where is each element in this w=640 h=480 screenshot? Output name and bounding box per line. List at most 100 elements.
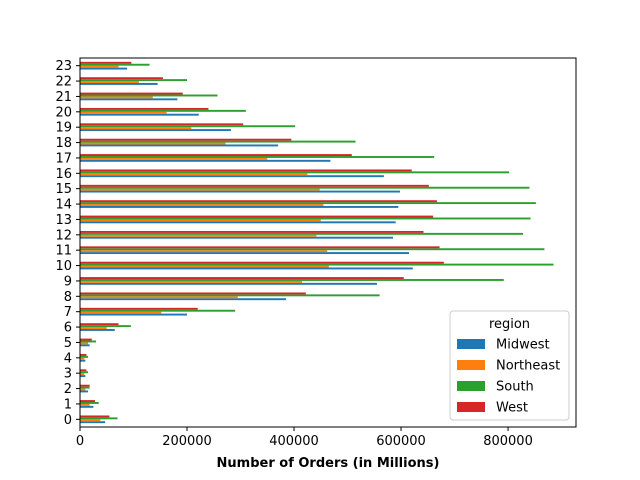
bar-midwest-13 (80, 221, 396, 224)
x-tick-label: 200000 (162, 434, 212, 449)
bar-south-2 (80, 386, 90, 389)
bar-northeast-20 (80, 111, 167, 114)
bar-west-23 (80, 61, 132, 64)
bar-northeast-1 (80, 403, 90, 406)
y-tick-label: 20 (55, 105, 72, 120)
bar-west-16 (80, 169, 412, 172)
bar-west-9 (80, 277, 404, 280)
bar-midwest-18 (80, 144, 278, 147)
bar-northeast-15 (80, 188, 320, 191)
bar-west-7 (80, 307, 198, 310)
bar-midwest-0 (80, 421, 106, 424)
bar-northeast-18 (80, 142, 226, 145)
bar-northeast-13 (80, 219, 321, 222)
bar-west-15 (80, 184, 429, 187)
legend: region Midwest Northeast South West (449, 310, 570, 421)
y-tick-label: 21 (55, 90, 72, 105)
x-axis: 0 200000 400000 600000 800000 (76, 427, 533, 449)
bar-midwest-22 (80, 82, 158, 85)
y-tick-label: 6 (64, 321, 72, 336)
y-tick-label: 3 (64, 367, 72, 382)
bar-midwest-21 (80, 98, 178, 101)
bar-west-6 (80, 323, 119, 326)
bar-northeast-7 (80, 311, 162, 314)
bar-south-14 (80, 202, 536, 205)
bar-west-12 (80, 230, 424, 233)
bar-northeast-8 (80, 296, 238, 299)
bar-midwest-20 (80, 113, 199, 116)
bar-west-19 (80, 123, 244, 126)
bar-northeast-14 (80, 204, 324, 206)
bar-south-18 (80, 140, 356, 143)
bar-midwest-7 (80, 313, 188, 316)
bar-northeast-23 (80, 65, 119, 68)
bar-south-6 (80, 325, 131, 328)
bar-midwest-4 (80, 359, 86, 362)
bar-northeast-9 (80, 280, 303, 283)
bar-midwest-11 (80, 252, 410, 255)
bar-west-20 (80, 107, 209, 110)
bar-south-20 (80, 109, 246, 112)
bar-south-8 (80, 294, 380, 297)
bar-south-17 (80, 156, 435, 158)
bar-south-3 (80, 371, 89, 374)
bar-west-21 (80, 92, 183, 95)
bar-northeast-22 (80, 81, 139, 83)
bar-west-17 (80, 154, 352, 157)
bar-west-5 (80, 338, 92, 341)
bar-northeast-2 (80, 388, 86, 391)
bar-northeast-19 (80, 127, 192, 130)
bar-west-8 (80, 292, 306, 295)
bar-midwest-17 (80, 159, 331, 162)
y-tick-label: 10 (55, 259, 72, 274)
bar-west-22 (80, 77, 163, 80)
legend-swatch-northeast (457, 360, 485, 370)
bar-northeast-0 (80, 419, 101, 422)
bar-midwest-15 (80, 190, 400, 193)
x-tick-label: 600000 (376, 434, 426, 449)
bar-northeast-17 (80, 157, 268, 160)
bar-northeast-11 (80, 250, 328, 253)
bar-south-4 (80, 355, 89, 358)
legend-swatch-west (457, 402, 485, 412)
legend-label-west: West (496, 401, 528, 416)
legend-items: Midwest Northeast South West (457, 338, 560, 416)
bar-south-1 (80, 402, 99, 404)
bar-northeast-12 (80, 234, 317, 237)
x-axis-title: Number of Orders (in Millions) (217, 456, 440, 471)
bar-northeast-16 (80, 173, 308, 176)
y-tick-label: 19 (55, 121, 72, 136)
bar-midwest-14 (80, 205, 399, 208)
legend-title: region (489, 317, 530, 332)
bar-northeast-5 (80, 342, 89, 345)
bar-south-5 (80, 340, 97, 343)
x-tick-label: 400000 (269, 434, 319, 449)
bar-midwest-6 (80, 328, 115, 331)
bar-midwest-9 (80, 282, 377, 285)
legend-box (449, 310, 570, 421)
bar-west-18 (80, 138, 292, 141)
y-tick-label: 13 (55, 213, 72, 228)
y-tick-label: 14 (55, 198, 72, 213)
y-tick-label: 7 (64, 305, 72, 320)
x-tick-label: 800000 (483, 434, 533, 449)
y-tick-label: 0 (64, 413, 72, 428)
bar-south-22 (80, 79, 188, 82)
bar-northeast-10 (80, 265, 329, 268)
legend-label-northeast: Northeast (496, 359, 560, 374)
bar-northeast-6 (80, 327, 107, 329)
bar-south-15 (80, 186, 530, 189)
y-tick-label: 23 (55, 59, 72, 74)
bar-west-11 (80, 246, 440, 249)
y-tick-label: 18 (55, 136, 72, 151)
bar-west-14 (80, 200, 437, 203)
y-tick-label: 1 (64, 397, 72, 412)
bar-south-12 (80, 232, 524, 235)
legend-swatch-midwest (457, 339, 485, 349)
y-tick-label: 15 (55, 182, 72, 197)
bar-west-13 (80, 215, 434, 218)
bar-midwest-12 (80, 236, 394, 239)
bar-west-10 (80, 261, 444, 264)
